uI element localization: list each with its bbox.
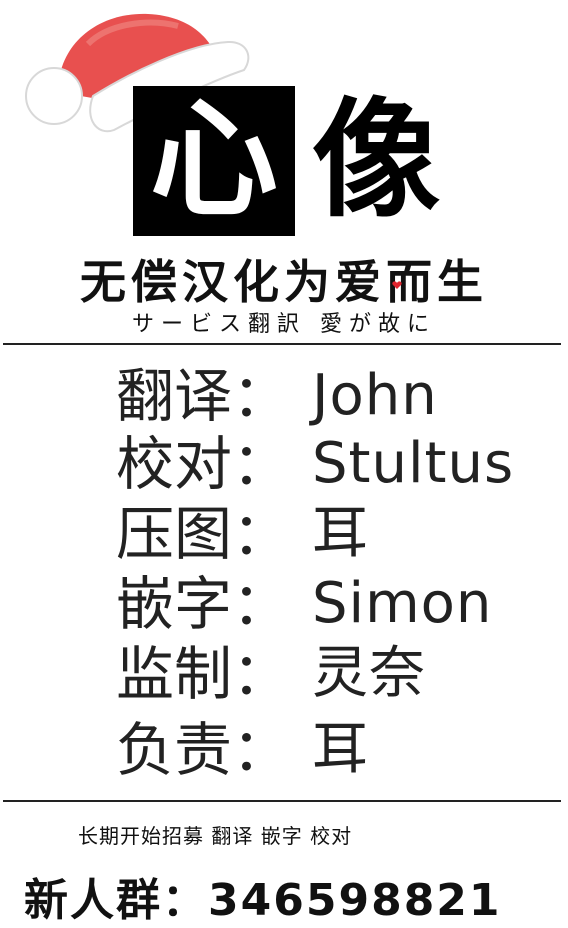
credit-row-proofreading: 校对： Stultus [116,430,514,498]
logo-left-box: 心 [133,86,295,236]
group-number: 新人群：346598821 [24,875,502,926]
credit-role: 翻译： [116,362,291,430]
credit-row-translation: 翻译： John [116,362,438,430]
slogan: 无偿汉化为爱而生 [80,255,488,309]
credit-role: 校对： [116,430,291,498]
credit-role: 压图： [116,500,291,568]
recruitment-notice: 长期开始招募 翻译 嵌字 校对 [78,824,353,848]
santa-hat-icon [25,13,250,133]
credit-role: 嵌字： [116,570,291,638]
credit-name: 耳 [312,717,369,782]
divider-top [3,343,561,345]
credit-row-typesetting: 嵌字： Simon [116,570,492,638]
logo-right-box: 像 [296,86,456,236]
logo-left-char: 心 [149,86,278,235]
logo-right-char: 像 [311,86,440,235]
credit-name: Stultus [312,431,515,496]
sub-slogan: サービス翻訳 愛が故に [132,312,436,337]
divider-bottom [3,800,561,802]
credit-role: 负责： [116,716,291,784]
credit-row-manager: 负责： 耳 [116,716,369,784]
credit-name: Simon [312,571,493,636]
credit-role: 监制： [116,640,291,708]
heart-icon [392,281,402,289]
credit-name: 灵奈 [312,641,426,706]
credit-name: 耳 [312,501,369,566]
credit-row-supervisor: 监制： 灵奈 [116,640,426,708]
credit-name: John [312,363,438,428]
credit-row-image-editing: 压图： 耳 [116,500,369,568]
